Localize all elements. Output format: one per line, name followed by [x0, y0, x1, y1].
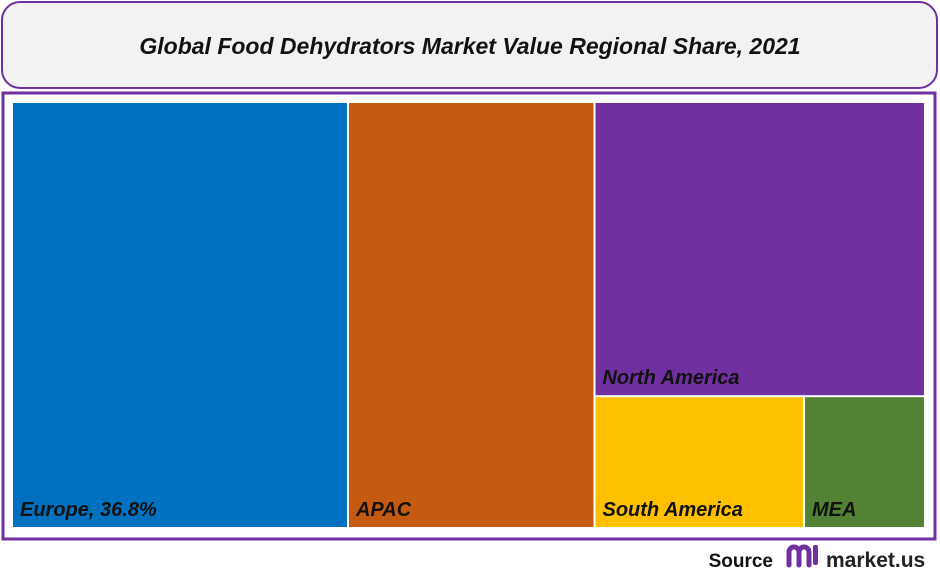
chart-title: Global Food Dehydrators Market Value Reg…: [139, 33, 800, 59]
tile: [595, 103, 924, 396]
tile-label: MEA: [812, 499, 856, 521]
tile-label: North America: [602, 367, 739, 389]
brand-name: market.us: [826, 549, 925, 570]
source-label: Source: [709, 551, 773, 570]
title-box: [1, 1, 938, 89]
logo-icon: [786, 544, 812, 568]
tile: [805, 397, 924, 527]
tile-label: APAC: [355, 499, 412, 521]
tile-label: Europe, 36.8%: [20, 499, 157, 521]
brand-logo: [786, 544, 818, 568]
tile-label: South America: [602, 499, 742, 521]
tile: [13, 103, 347, 527]
logo-bar: [813, 545, 818, 565]
tile: [348, 103, 594, 527]
treemap: Europe, 36.8% APAC North America South Amer…: [13, 103, 924, 527]
tile: [595, 397, 804, 527]
